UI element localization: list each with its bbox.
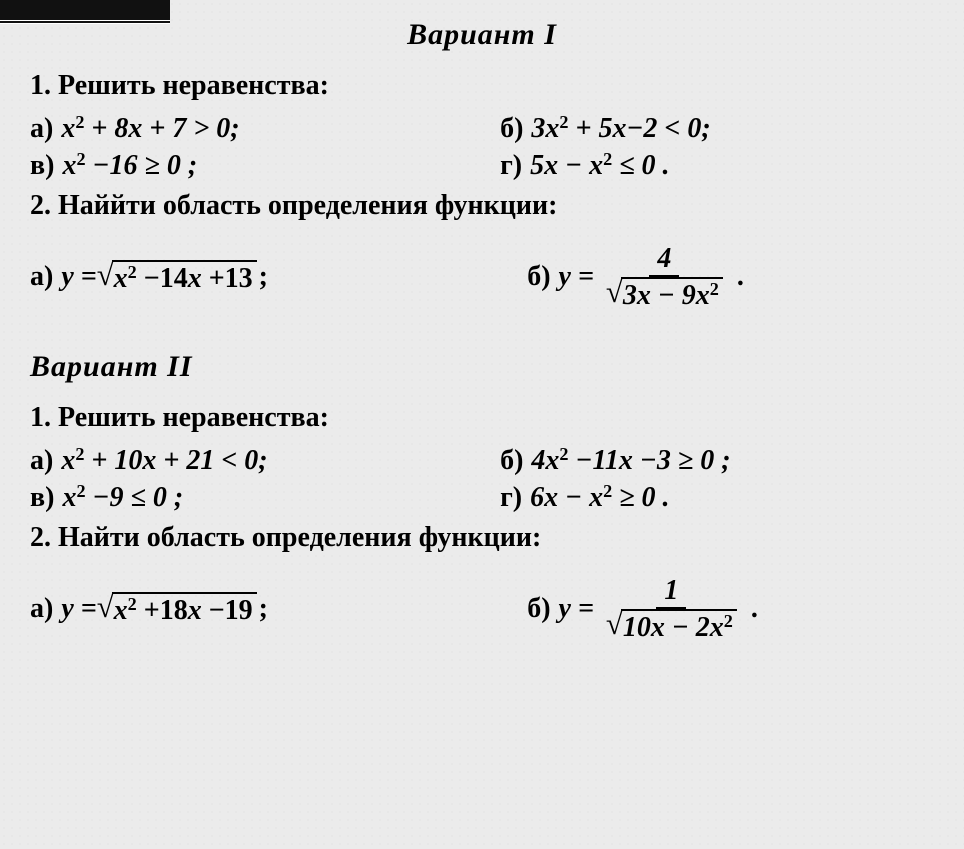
problem-cell: б)4x2 −11x −3 ≥ 0 ; [500, 444, 934, 477]
problem-cell: а)y = √x2 −14x +13 ; [30, 260, 527, 295]
problem-row: в)x2 −16 ≥ 0 ;г)5x − x2 ≤ 0 . [30, 149, 934, 182]
problem-cell: в)x2 −9 ≤ 0 ; [30, 481, 500, 514]
corner-decoration [0, 0, 170, 24]
content-root: Вариант I1. Решить неравенства:а)x2 + 8x… [30, 18, 934, 654]
task-heading: 1. Решить неравенства: [30, 402, 934, 434]
task-heading: 2. Найти область определения функции: [30, 522, 934, 554]
variant-title: Вариант II [30, 350, 934, 384]
task-heading: 2. Наййти область определения функции: [30, 190, 934, 222]
problem-row: а)x2 + 8x + 7 > 0;б)3x2 + 5x−2 < 0; [30, 112, 934, 145]
problem-cell: б)3x2 + 5x−2 < 0; [500, 112, 934, 145]
problem-cell: а)x2 + 8x + 7 > 0; [30, 112, 500, 145]
problem-cell: г)5x − x2 ≤ 0 . [500, 149, 934, 182]
problem-cell: а)y = √x2 +18x −19 ; [30, 592, 527, 627]
problem-cell: а)x2 + 10x + 21 < 0; [30, 444, 500, 477]
problem-cell: б)y = 1√10x − 2x2 . [527, 575, 934, 644]
problem-row: а)x2 + 10x + 21 < 0;б)4x2 −11x −3 ≥ 0 ; [30, 444, 934, 477]
problem-cell: в)x2 −16 ≥ 0 ; [30, 149, 500, 182]
problem-row: а)y = √x2 +18x −19 ;б)y = 1√10x − 2x2 . [30, 564, 934, 654]
problem-cell: б)y = 4√3x − 9x2 . [527, 243, 934, 312]
problem-cell: г)6x − x2 ≥ 0 . [500, 481, 934, 514]
document-page: { "variants": [ { "title": "Вариант I", … [0, 0, 964, 849]
problem-row: в)x2 −9 ≤ 0 ;г)6x − x2 ≥ 0 . [30, 481, 934, 514]
problem-row: а)y = √x2 −14x +13 ;б)y = 4√3x − 9x2 . [30, 232, 934, 322]
task-heading: 1. Решить неравенства: [30, 70, 934, 102]
